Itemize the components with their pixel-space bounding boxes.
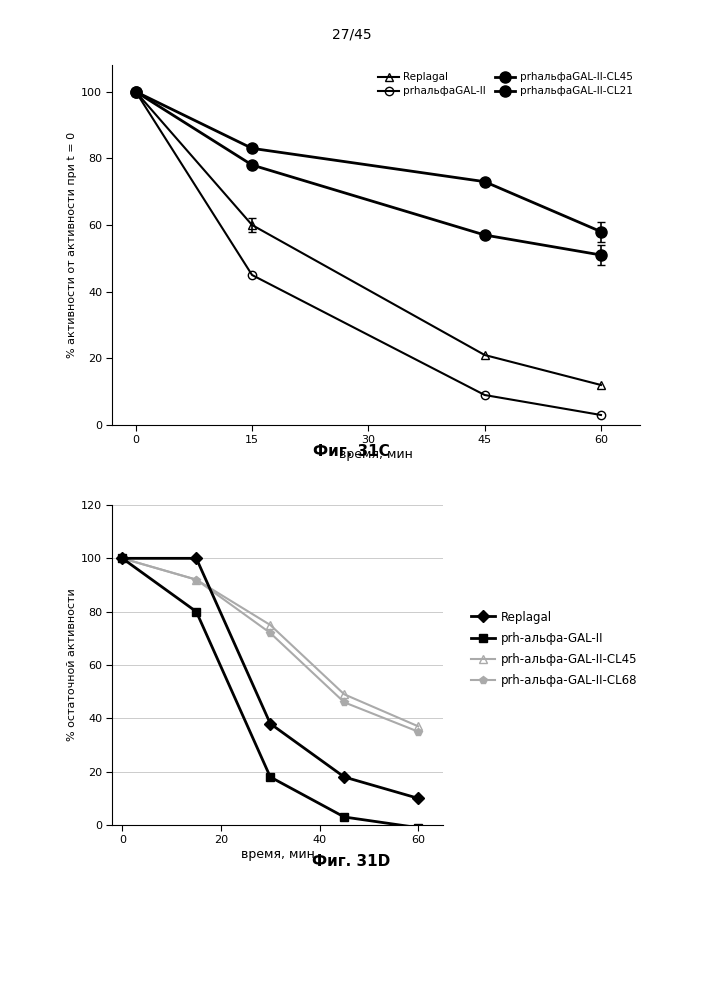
Y-axis label: % остаточной активности: % остаточной активности — [67, 589, 77, 741]
Legend: Replagal, prh-альфа-GAL-II, prh-альфа-GAL-II-CL45, prh-альфа-GAL-II-CL68: Replagal, prh-альфа-GAL-II, prh-альфа-GA… — [469, 608, 639, 690]
Text: Фиг. 31C: Фиг. 31C — [313, 444, 390, 460]
X-axis label: время, мин: время, мин — [339, 448, 413, 461]
Text: Фиг. 31D: Фиг. 31D — [312, 854, 391, 869]
X-axis label: время, мин: время, мин — [240, 848, 315, 861]
Y-axis label: % активности от активности при t = 0: % активности от активности при t = 0 — [67, 132, 77, 358]
Text: 27/45: 27/45 — [332, 28, 371, 42]
Legend: Replagal, prhальфаGAL-II, prhальфаGAL-II-CL45, prhальфаGAL-II-CL21: Replagal, prhальфаGAL-II, prhальфаGAL-II… — [376, 70, 635, 99]
